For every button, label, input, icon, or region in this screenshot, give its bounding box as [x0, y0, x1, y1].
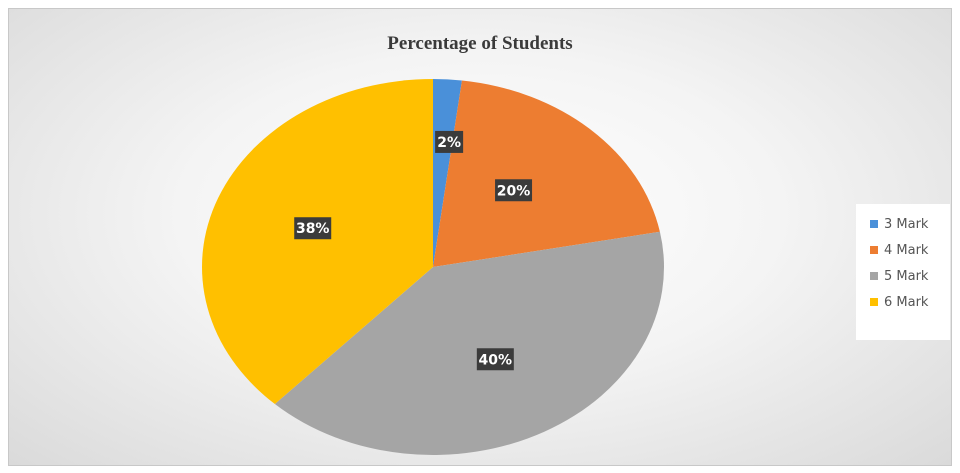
data-label-4-mark: 20%: [495, 179, 533, 202]
data-label-text: 20%: [497, 183, 531, 199]
legend-label: 5 Mark: [884, 268, 929, 284]
data-label-text: 40%: [479, 352, 513, 368]
data-label-box: [294, 217, 332, 240]
legend-swatch: [870, 298, 878, 306]
legend-swatch: [870, 220, 878, 228]
data-label-6-mark: 38%: [294, 217, 332, 240]
legend-label: 3 Mark: [884, 216, 929, 232]
pie-slice-6-mark: [202, 79, 433, 405]
pie-chart: 2% 20% 40% 38%: [202, 79, 664, 455]
legend-item-6-mark: 6 Mark: [870, 290, 950, 314]
data-label-box: [476, 348, 514, 371]
legend-item-5-mark: 5 Mark: [870, 264, 950, 288]
data-label-text: 2%: [437, 135, 461, 151]
legend-item-3-mark: 3 Mark: [870, 212, 950, 236]
chart-legend: 3 Mark 4 Mark 5 Mark 6 Mark: [856, 204, 950, 340]
legend-label: 4 Mark: [884, 242, 929, 258]
pie-slice-4-mark: [433, 80, 660, 267]
legend-label: 6 Mark: [884, 294, 929, 310]
data-label-box: [495, 179, 533, 202]
legend-item-4-mark: 4 Mark: [870, 238, 950, 262]
legend-swatch: [870, 272, 878, 280]
data-label-text: 38%: [296, 221, 330, 237]
data-label-box: [435, 130, 464, 153]
chart-title: Percentage of Students: [387, 33, 573, 54]
pie-slice-3-mark: [433, 79, 462, 267]
pie-slice-5-mark: [274, 231, 664, 455]
legend-swatch: [870, 246, 878, 254]
data-label-5-mark: 40%: [476, 348, 514, 371]
data-label-3-mark: 2%: [435, 130, 464, 153]
chart-area: Percentage of Students 2% 20% 40% 38% 3 Mar…: [8, 8, 952, 466]
